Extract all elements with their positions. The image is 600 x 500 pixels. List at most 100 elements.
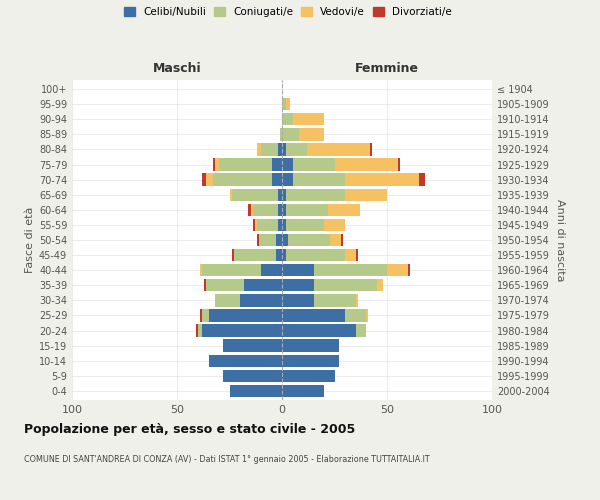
Bar bbox=[345, 310, 366, 322]
Bar bbox=[206, 174, 213, 186]
Bar bbox=[299, 128, 324, 140]
Text: COMUNE DI SANT'ANDREA DI CONZA (AV) - Dati ISTAT 1° gennaio 2005 - Elaborazione : COMUNE DI SANT'ANDREA DI CONZA (AV) - Da… bbox=[24, 455, 430, 464]
Bar bbox=[251, 204, 253, 216]
Bar bbox=[335, 158, 398, 170]
Text: Maschi: Maschi bbox=[152, 62, 202, 76]
Bar bbox=[307, 143, 370, 156]
Bar bbox=[282, 354, 338, 367]
Bar bbox=[253, 204, 278, 216]
Bar bbox=[230, 188, 232, 201]
Bar bbox=[282, 324, 355, 337]
Y-axis label: Fasce di età: Fasce di età bbox=[25, 207, 35, 273]
Bar bbox=[206, 279, 244, 291]
Bar bbox=[286, 218, 324, 231]
Bar bbox=[282, 143, 286, 156]
Bar bbox=[286, 249, 345, 262]
Bar bbox=[253, 218, 254, 231]
Bar bbox=[282, 249, 286, 262]
Bar bbox=[286, 204, 328, 216]
Bar bbox=[370, 143, 372, 156]
Bar bbox=[202, 174, 206, 186]
Bar bbox=[286, 98, 290, 110]
Bar bbox=[282, 340, 338, 352]
Bar bbox=[202, 324, 282, 337]
Bar bbox=[209, 354, 282, 367]
Bar bbox=[408, 264, 410, 276]
Text: Femmine: Femmine bbox=[355, 62, 419, 76]
Bar bbox=[282, 279, 314, 291]
Bar bbox=[282, 218, 286, 231]
Bar bbox=[213, 158, 215, 170]
Bar bbox=[282, 113, 293, 126]
Bar bbox=[257, 143, 261, 156]
Bar bbox=[223, 340, 282, 352]
Bar bbox=[229, 385, 282, 397]
Bar bbox=[200, 310, 202, 322]
Bar bbox=[341, 234, 343, 246]
Bar bbox=[331, 234, 341, 246]
Bar bbox=[213, 174, 271, 186]
Bar bbox=[314, 294, 355, 306]
Bar bbox=[215, 294, 240, 306]
Bar bbox=[282, 385, 324, 397]
Bar bbox=[366, 310, 368, 322]
Bar bbox=[240, 294, 282, 306]
Bar bbox=[345, 188, 387, 201]
Bar bbox=[278, 204, 282, 216]
Bar bbox=[200, 264, 202, 276]
Bar bbox=[204, 279, 206, 291]
Bar bbox=[314, 264, 387, 276]
Bar bbox=[282, 174, 293, 186]
Bar bbox=[419, 174, 425, 186]
Bar bbox=[196, 324, 198, 337]
Legend: Celibi/Nubili, Coniugati/e, Vedovi/e, Divorziati/e: Celibi/Nubili, Coniugati/e, Vedovi/e, Di… bbox=[122, 5, 454, 20]
Bar bbox=[257, 218, 278, 231]
Bar bbox=[271, 158, 282, 170]
Bar bbox=[219, 158, 271, 170]
Bar bbox=[248, 204, 251, 216]
Bar bbox=[387, 264, 408, 276]
Bar bbox=[223, 370, 282, 382]
Bar bbox=[282, 98, 286, 110]
Bar bbox=[276, 249, 282, 262]
Bar bbox=[282, 294, 314, 306]
Bar bbox=[232, 188, 278, 201]
Bar bbox=[276, 234, 282, 246]
Bar bbox=[293, 113, 324, 126]
Bar bbox=[355, 324, 366, 337]
Bar bbox=[293, 174, 345, 186]
Bar bbox=[282, 234, 289, 246]
Bar bbox=[215, 158, 219, 170]
Bar bbox=[377, 279, 383, 291]
Bar bbox=[328, 204, 360, 216]
Bar bbox=[282, 128, 299, 140]
Bar bbox=[278, 188, 282, 201]
Text: Popolazione per età, sesso e stato civile - 2005: Popolazione per età, sesso e stato civil… bbox=[24, 422, 355, 436]
Bar bbox=[286, 188, 345, 201]
Bar bbox=[234, 249, 276, 262]
Bar bbox=[282, 370, 335, 382]
Bar bbox=[255, 218, 257, 231]
Bar bbox=[282, 204, 286, 216]
Bar bbox=[282, 188, 286, 201]
Bar bbox=[261, 264, 282, 276]
Bar bbox=[324, 218, 345, 231]
Bar bbox=[293, 158, 335, 170]
Bar bbox=[198, 324, 202, 337]
Bar bbox=[257, 234, 259, 246]
Bar bbox=[355, 249, 358, 262]
Bar bbox=[314, 279, 377, 291]
Bar bbox=[209, 310, 282, 322]
Bar bbox=[282, 310, 345, 322]
Bar bbox=[289, 234, 331, 246]
Bar bbox=[398, 158, 400, 170]
Bar bbox=[286, 143, 307, 156]
Y-axis label: Anni di nascita: Anni di nascita bbox=[555, 198, 565, 281]
Bar bbox=[202, 310, 209, 322]
Bar bbox=[280, 128, 282, 140]
Bar bbox=[345, 249, 355, 262]
Bar bbox=[278, 218, 282, 231]
Bar bbox=[232, 249, 234, 262]
Bar bbox=[278, 143, 282, 156]
Bar bbox=[259, 234, 276, 246]
